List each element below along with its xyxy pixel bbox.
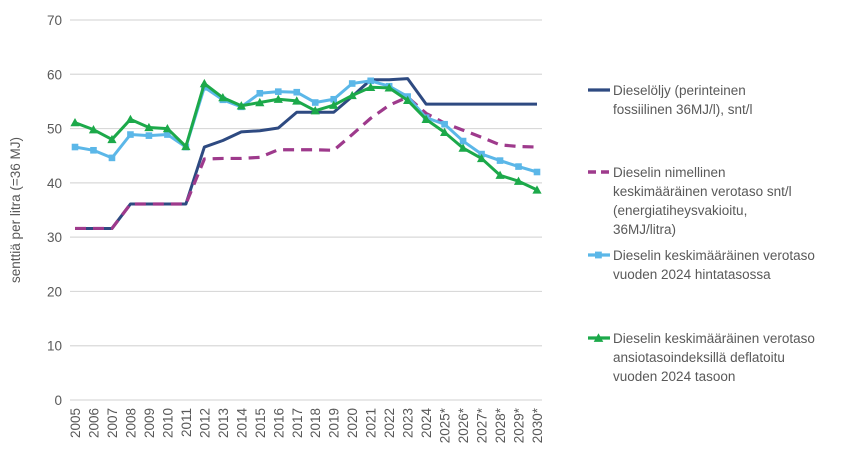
y-tick-label: 70	[47, 13, 62, 28]
series-marker-3	[292, 96, 302, 105]
x-tick-label: 2030*	[530, 407, 545, 443]
series-marker-2	[145, 132, 153, 139]
series-marker-2	[90, 146, 97, 154]
y-axis-ticks: 0 10 20 30 40 50 60 70	[47, 13, 62, 408]
x-tick-label: 2014	[234, 408, 249, 439]
series-marker-3	[162, 123, 172, 133]
series-marker-3	[107, 134, 117, 144]
x-tick-label: 2007	[105, 408, 120, 438]
legend-label-3: Dieselin keskimääräinen verotaso ansiotas…	[613, 331, 815, 384]
series-marker-3	[255, 97, 265, 107]
x-tick-label: 2008	[123, 408, 138, 438]
x-tick-label: 2015	[253, 408, 268, 438]
x-tick-label: 2027*	[475, 407, 490, 443]
y-tick-label: 60	[47, 67, 62, 82]
legend-label-1: Dieselin nimellinen keskimääräinen verota…	[613, 165, 792, 237]
series-marker-2	[71, 143, 79, 151]
series-marker-3	[181, 141, 191, 151]
y-tick-label: 0	[54, 393, 62, 408]
series-marker-3	[495, 170, 505, 179]
x-tick-label: 2024	[419, 408, 434, 439]
series-marker-2	[348, 80, 356, 87]
y-tick-label: 20	[47, 284, 62, 299]
series-marker-3	[532, 185, 542, 194]
x-tick-label: 2005	[68, 408, 83, 438]
series-marker-3	[199, 78, 209, 88]
x-axis-ticks: 2005 2006 2007 2008 2009 2010 2011 2012 2013 2014…	[68, 407, 545, 443]
series-marker-3	[236, 101, 246, 110]
series-marker-2	[441, 120, 448, 128]
legend-marker-3	[593, 333, 604, 342]
gridlines	[70, 19, 542, 401]
x-tick-label: 2006	[86, 408, 101, 438]
series-marker-3	[273, 94, 283, 103]
series-marker-3	[403, 95, 413, 105]
series-marker-3	[310, 106, 320, 115]
x-tick-label: 2011	[179, 408, 194, 437]
x-tick-label: 2023	[401, 408, 416, 438]
x-tick-label: 2028*	[493, 407, 508, 443]
series-marker-2	[515, 163, 522, 170]
series-marker-3	[125, 114, 136, 124]
y-axis-title-text: senttiä per litra (=36 MJ)	[8, 137, 23, 283]
x-tick-label: 2017	[290, 408, 305, 438]
y-tick-label: 10	[47, 339, 62, 354]
y-tick-label: 40	[47, 176, 62, 191]
legend-marker-2	[595, 251, 602, 259]
series-lines	[70, 77, 542, 231]
series-marker-2	[108, 154, 116, 162]
series-marker-2	[459, 137, 467, 145]
series-marker-2	[256, 89, 264, 97]
series-marker-3	[476, 153, 487, 163]
series-marker-3	[384, 83, 394, 92]
series-marker-3	[421, 114, 431, 124]
series-marker-2	[533, 168, 541, 176]
series-marker-3	[513, 176, 524, 185]
series-line-3	[74, 82, 538, 192]
series-line-1	[75, 95, 538, 231]
series-marker-2	[274, 88, 282, 95]
legend-label-0: Dieselöljy (perinteinen fossiilinen 36MJ/…	[613, 83, 753, 117]
x-tick-label: 2010	[160, 408, 175, 438]
x-tick-label: 2029*	[512, 407, 527, 443]
series-marker-2	[367, 77, 374, 85]
series-marker-2	[496, 157, 504, 164]
series-line-0	[75, 77, 537, 230]
series-marker-2	[127, 131, 134, 138]
series-marker-3	[458, 143, 468, 152]
series-marker-3	[440, 127, 450, 137]
series-marker-3	[88, 125, 99, 134]
series-marker-3	[144, 122, 154, 132]
series-marker-3	[70, 118, 80, 127]
series-marker-3	[218, 93, 228, 102]
x-tick-label: 2021	[364, 408, 379, 438]
series-marker-3	[366, 82, 376, 91]
series-marker-3	[329, 100, 339, 109]
series-marker-2	[330, 95, 338, 103]
y-tick-label: 50	[47, 122, 62, 137]
series-marker-2	[293, 88, 301, 96]
x-tick-label: 2012	[197, 408, 212, 438]
legend-label-2: Dieselin keskimääräinen verotaso vuoden 2…	[613, 248, 815, 282]
x-tick-label: 2013	[216, 408, 231, 438]
x-tick-label: 2019	[327, 408, 342, 438]
y-axis-title: senttiä per litra (=36 MJ)	[8, 137, 23, 283]
x-tick-label: 2022	[382, 408, 397, 438]
series-marker-2	[164, 131, 171, 138]
series-marker-2	[311, 99, 319, 106]
series-marker-3	[347, 90, 357, 100]
x-tick-label: 2020	[345, 408, 360, 438]
y-tick-label: 30	[47, 230, 62, 245]
x-tick-label: 2016	[271, 408, 286, 438]
x-tick-label: 2025*	[438, 407, 453, 443]
x-tick-label: 2026*	[456, 407, 471, 443]
x-tick-label: 2009	[142, 408, 157, 438]
chart-legend: Dieselöljy (perinteinen fossiilinen 36MJ/…	[588, 83, 815, 384]
x-tick-label: 2018	[308, 408, 323, 438]
